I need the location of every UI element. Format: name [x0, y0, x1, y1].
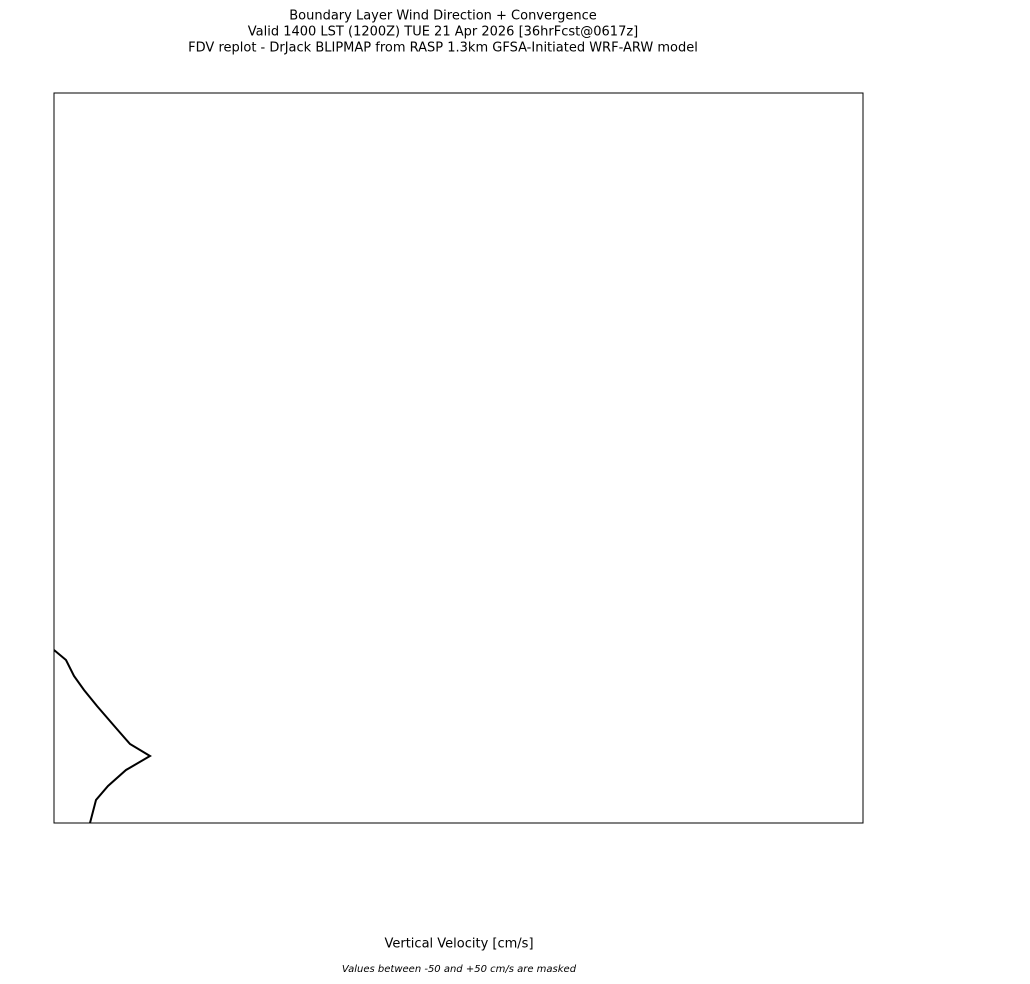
colorbar-note: Values between -50 and +50 cm/s are mask… — [342, 964, 577, 975]
colorbar-label: Vertical Velocity [cm/s] — [384, 937, 533, 952]
title-line: Valid 1400 LST (1200Z) TUE 21 Apr 2026 [… — [248, 25, 639, 40]
map-frame — [53, 92, 864, 824]
title-line: FDV replot - DrJack BLIPMAP from RASP 1.… — [188, 41, 698, 56]
coastline — [54, 649, 152, 823]
map — [54, 93, 863, 823]
title-line: Boundary Layer Wind Direction + Converge… — [289, 9, 597, 24]
map-background — [54, 93, 863, 823]
